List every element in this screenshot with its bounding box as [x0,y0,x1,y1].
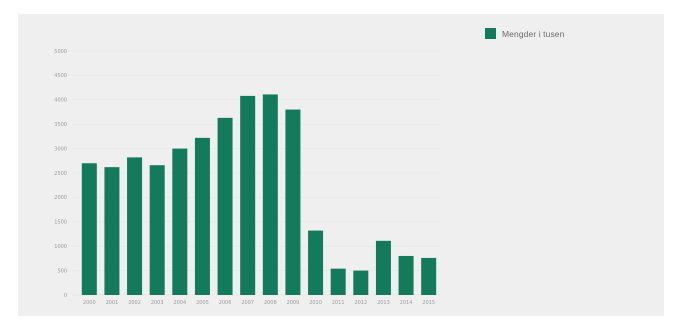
bar-2011 [330,268,346,295]
y-tick-label: 2000 [54,195,67,201]
bar-2001 [104,167,120,295]
bar-2004 [172,148,188,295]
bars-layer [81,94,437,296]
bar-2006 [217,117,233,295]
chart-panel [18,14,664,316]
y-tick-label: 3000 [54,146,67,152]
y-tick-label: 4000 [54,98,67,104]
bar-2000 [81,163,97,295]
bar-2003 [149,165,165,295]
bar-2005 [194,137,210,295]
bar-2014 [398,255,414,295]
bar-2012 [353,270,369,295]
bar-2010 [308,230,324,295]
x-tick-label: 2012 [354,300,367,306]
bar-2007 [240,95,256,296]
y-tick-label: 1000 [54,244,67,250]
y-tick-label: 4500 [54,73,67,79]
x-tick-label: 2010 [309,300,322,306]
y-tick-label: 500 [57,268,67,274]
legend-swatch [485,28,496,39]
x-tick-label: 2015 [422,300,435,306]
y-tick-label: 5000 [54,49,67,55]
x-tick-label: 2003 [151,300,164,306]
y-tick-label: 0 [64,293,67,299]
x-tick-label: 2014 [400,300,413,306]
x-tick-label: 2011 [332,300,345,306]
x-tick-label: 2009 [287,300,300,306]
x-tick-label: 2008 [264,300,277,306]
bar-2008 [262,94,278,295]
bar-2009 [285,109,301,295]
x-tick-label: 2005 [196,300,209,306]
x-tick-label: 2006 [219,300,232,306]
x-tick-label: 2007 [241,300,254,306]
x-tick-label: 2001 [106,300,119,306]
y-tick-label: 2500 [54,171,67,177]
x-tick-label: 2000 [83,300,96,306]
x-tick-label: 2013 [377,300,390,306]
y-tick-label: 1500 [54,220,67,226]
bar-2002 [127,157,143,295]
x-tick-label: 2002 [128,300,141,306]
legend: Mengder i tusen [485,28,564,39]
bar-2013 [375,240,391,295]
bar-2015 [421,257,437,295]
x-axis-ticks: 2000 2001 2002 2003 2004 2005 2006 2007 2008 2009… [83,300,435,306]
y-axis-ticks: 0 500 1000 1500 2000 2500 3000 3500 4000 4500 5000 [54,49,67,299]
y-tick-label: 3500 [54,122,67,128]
x-tick-label: 2004 [173,300,186,306]
legend-label: Mengder i tusen [502,28,565,39]
